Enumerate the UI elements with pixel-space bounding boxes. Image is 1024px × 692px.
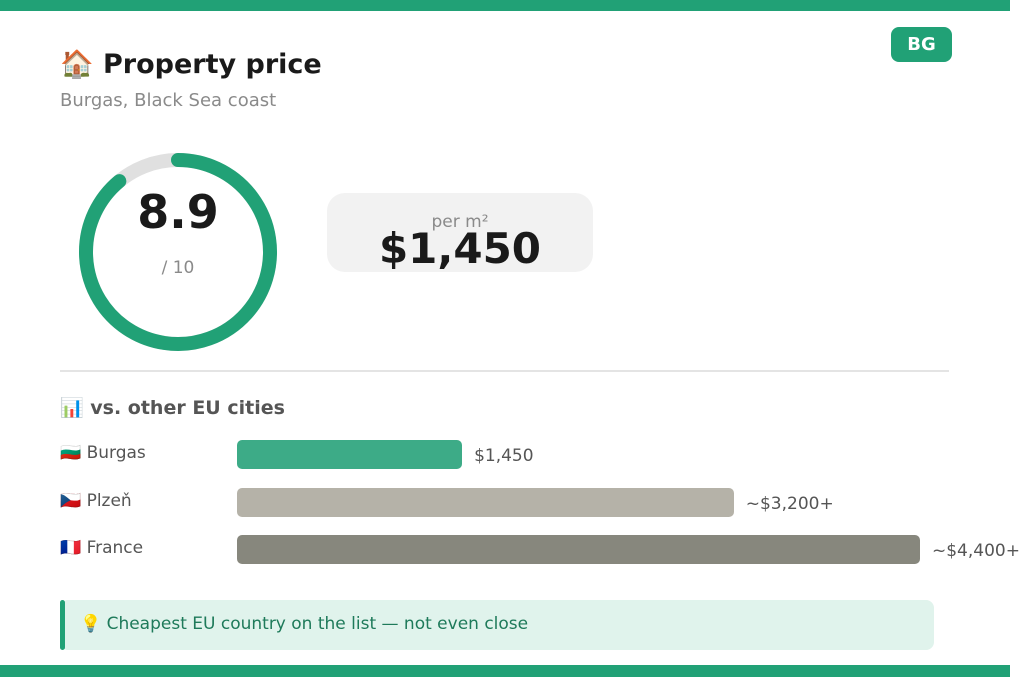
row-label: 🇧🇬 Burgas — [60, 443, 146, 463]
value-label: ~$3,200+ — [745, 493, 834, 514]
price-caption: per m² — [431, 212, 489, 232]
section-title: 📊 vs. other EU cities — [60, 397, 285, 419]
note-box — [60, 600, 934, 650]
price-value: $1,450 — [378, 224, 542, 273]
title: 🏠 Property price — [60, 49, 322, 80]
divider — [60, 370, 949, 372]
country-badge: BG — [891, 27, 952, 62]
gauge-arc — [79, 153, 277, 351]
subtitle: Burgas, Black Sea coast — [60, 90, 277, 111]
score-value: 8.9 — [137, 185, 219, 239]
bar — [237, 440, 463, 469]
note-text: 💡 Cheapest EU country on the list — not … — [80, 614, 529, 634]
value-label: $1,450 — [474, 446, 534, 466]
price-box — [327, 193, 593, 272]
row-label: 🇨🇿 Plzeň — [60, 490, 132, 511]
row-label: 🇫🇷 France — [60, 538, 144, 558]
value-label: ~$4,400+ — [932, 541, 1020, 561]
bar — [237, 487, 734, 517]
bar — [237, 535, 920, 564]
score-max: / 10 — [162, 258, 195, 278]
bottom-accent — [0, 665, 1010, 677]
note-accent — [60, 600, 65, 650]
score-gauge: 8.9 / 10 — [79, 153, 277, 351]
top-accent — [0, 0, 1010, 11]
